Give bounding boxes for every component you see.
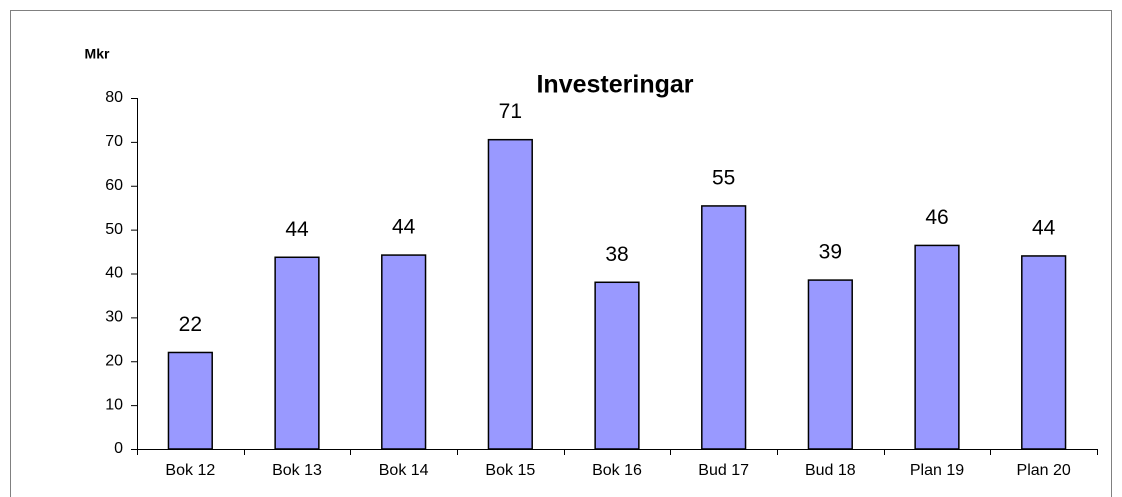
- y-tick-label: 70: [105, 133, 123, 150]
- x-tick-label: Plan 19: [910, 462, 964, 479]
- value-label: 46: [925, 206, 948, 229]
- value-label: 44: [285, 218, 309, 241]
- bar: [167, 351, 213, 450]
- y-tick-label: 10: [105, 396, 123, 413]
- value-label: 44: [1032, 216, 1056, 239]
- value-label: 38: [605, 243, 628, 266]
- value-label: 44: [392, 216, 416, 239]
- x-tick-label: Bok 12: [165, 462, 215, 479]
- x-tick-label: Bok 16: [592, 462, 642, 479]
- x-tick-label: Bok 15: [485, 462, 535, 479]
- y-tick-label: 50: [105, 221, 123, 238]
- bar: [914, 244, 960, 450]
- bar: [701, 205, 747, 450]
- y-axis-label: Mkr: [85, 46, 110, 62]
- bar: [1021, 255, 1067, 450]
- value-label: 39: [819, 241, 842, 264]
- y-tick-label: 60: [105, 177, 123, 194]
- x-tick-label: Bud 18: [805, 462, 856, 479]
- value-label: 71: [499, 100, 522, 123]
- x-tick-label: Bud 17: [698, 462, 749, 479]
- chart-title: Investeringar: [536, 71, 693, 99]
- x-tick-label: Bok 13: [272, 462, 322, 479]
- bar: [381, 254, 427, 450]
- y-tick-label: 0: [114, 440, 123, 457]
- value-label: 22: [179, 313, 202, 336]
- y-tick-label: 20: [105, 352, 123, 369]
- y-tick-label: 30: [105, 309, 123, 326]
- bar: [594, 281, 640, 450]
- value-label: 55: [712, 166, 735, 189]
- bar: [274, 256, 320, 450]
- y-tick-label: 80: [105, 89, 123, 106]
- bar: [807, 279, 853, 450]
- x-tick-label: Bok 14: [379, 462, 429, 479]
- y-tick-label: 40: [105, 265, 123, 282]
- x-tick-label: Plan 20: [1017, 462, 1071, 479]
- bar: [487, 138, 533, 450]
